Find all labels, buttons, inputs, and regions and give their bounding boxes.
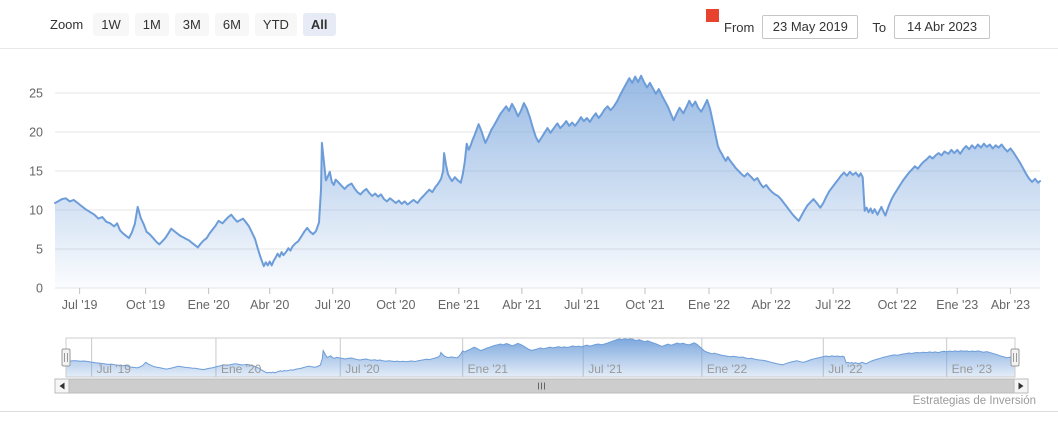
scrollbar-left-arrow-icon bbox=[59, 382, 65, 390]
bottom-divider bbox=[0, 411, 1058, 412]
zoom-button-1w[interactable]: 1W bbox=[93, 13, 129, 36]
navigator-axis-label: Ene '21 bbox=[468, 362, 509, 376]
to-date-input[interactable]: 14 Abr 2023 bbox=[894, 15, 991, 39]
x-axis-label: Jul '21 bbox=[564, 298, 600, 312]
navigator-axis-label: Ene '20 bbox=[221, 362, 262, 376]
y-axis-label: 15 bbox=[29, 165, 43, 179]
navigator-axis-label: Ene '23 bbox=[952, 362, 993, 376]
x-axis-label: Ene '22 bbox=[688, 298, 730, 312]
x-axis-label: Ene '20 bbox=[188, 298, 230, 312]
x-axis-label: Jul '19 bbox=[62, 298, 98, 312]
x-axis-label: Abr '23 bbox=[991, 298, 1030, 312]
navigator-area-fill[interactable] bbox=[66, 338, 1015, 377]
to-label: To bbox=[872, 19, 887, 35]
x-axis-label: Abr '21 bbox=[502, 298, 541, 312]
from-date-input[interactable]: 23 May 2019 bbox=[762, 15, 859, 39]
zoom-button-6m[interactable]: 6M bbox=[214, 13, 249, 36]
navigator-handle-right[interactable] bbox=[1010, 348, 1020, 367]
area-series-fill bbox=[55, 75, 1040, 288]
y-axis-label: 20 bbox=[29, 126, 43, 140]
zoom-button-3m[interactable]: 3M bbox=[174, 13, 209, 36]
x-axis-label: Oct '19 bbox=[126, 298, 165, 312]
area-series-line[interactable] bbox=[54, 74, 1041, 268]
y-axis-label: 0 bbox=[36, 282, 43, 296]
x-axis-label: Abr '20 bbox=[250, 298, 289, 312]
navigator-axis-label: Jul '22 bbox=[828, 362, 863, 376]
scrollbar-right-arrow-icon bbox=[1018, 382, 1024, 390]
zoom-buttons: 1W 1M 3M 6M YTD All bbox=[93, 13, 341, 36]
navigator[interactable]: Jul '19 Ene '20 Jul '20 Ene '21 Jul '21 Ene '… bbox=[0, 330, 1058, 400]
price-chart[interactable]: 0 5 10 15 20 25 Jul '19 Oct '19 Ene '20 Abr '20 Ju… bbox=[0, 48, 1058, 320]
x-axis-label: Oct '22 bbox=[878, 298, 917, 312]
credit-text: Estrategias de Inversión bbox=[912, 395, 1036, 407]
y-axis-label: 5 bbox=[36, 243, 43, 257]
navigator-axis-label: Jul '19 bbox=[97, 362, 132, 376]
navigator-area-line bbox=[65, 337, 1016, 374]
x-axis-label: Oct '21 bbox=[625, 298, 664, 312]
zoom-button-ytd[interactable]: YTD bbox=[254, 13, 297, 36]
x-axis-label: Jul '20 bbox=[315, 298, 351, 312]
x-axis-label: Jul '22 bbox=[815, 298, 851, 312]
x-axis-label: Ene '23 bbox=[936, 298, 978, 312]
x-axis-label: Abr '22 bbox=[751, 298, 790, 312]
zoom-button-1m[interactable]: 1M bbox=[134, 13, 169, 36]
x-axis-label: Ene '21 bbox=[438, 298, 480, 312]
y-axis-label: 25 bbox=[29, 87, 43, 101]
navigator-axis-label: Jul '21 bbox=[588, 362, 623, 376]
y-axis-label: 10 bbox=[29, 204, 43, 218]
zoom-label: Zoom bbox=[50, 17, 84, 32]
navigator-handle-left[interactable] bbox=[61, 348, 71, 367]
red-indicator bbox=[706, 9, 719, 22]
zoom-button-group: Zoom 1W 1M 3M 6M YTD All bbox=[50, 13, 342, 36]
navigator-axis-label: Ene '22 bbox=[707, 362, 748, 376]
chart-toolbar: Zoom 1W 1M 3M 6M YTD All From 23 May 2019 To … bbox=[0, 0, 1058, 49]
from-label: From bbox=[724, 19, 755, 35]
x-axis-label: Oct '20 bbox=[376, 298, 415, 312]
zoom-button-all[interactable]: All bbox=[302, 13, 336, 36]
date-range-selector: From 23 May 2019 To 14 Abr 2023 bbox=[724, 14, 991, 40]
navigator-axis-label: Jul '20 bbox=[345, 362, 380, 376]
